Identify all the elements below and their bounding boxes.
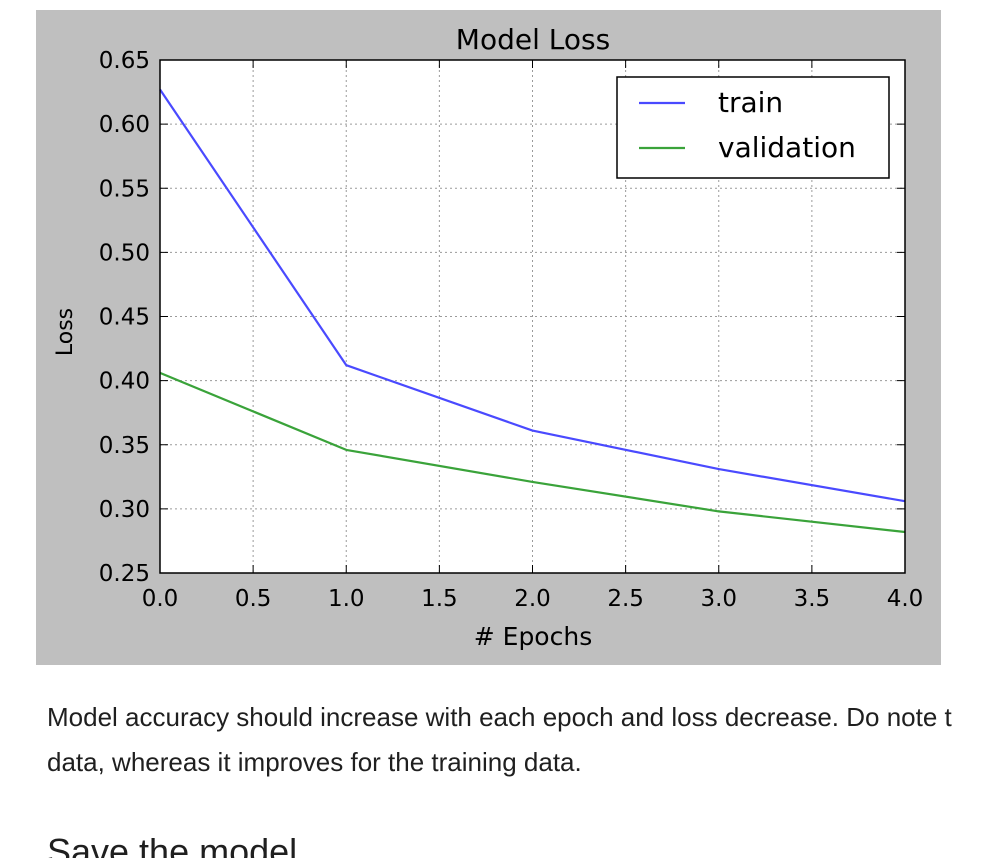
x-tick-label: 0.0 bbox=[142, 586, 179, 612]
plot-area: 0.0 0.5 1.0 1.5 2.0 2.5 3.0 3.5 4.0 0.25 0.30 0.35 0… bbox=[99, 48, 924, 612]
chart-figure: Model Loss # Epochs Loss 0.0 0.5 1.0 1.5 2.0… bbox=[36, 10, 941, 665]
x-tick-label: 1.0 bbox=[328, 586, 365, 612]
x-axis-label: # Epochs bbox=[474, 622, 592, 651]
y-tick-label: 0.45 bbox=[99, 305, 150, 331]
y-tick-label: 0.35 bbox=[99, 433, 150, 459]
y-tick-label: 0.30 bbox=[99, 497, 150, 523]
legend-label-validation: validation bbox=[718, 131, 856, 164]
y-tick-label: 0.25 bbox=[99, 561, 150, 587]
series-line-train bbox=[159, 88, 906, 503]
y-tick-label: 0.50 bbox=[99, 240, 150, 266]
x-tick-label: 1.5 bbox=[421, 586, 458, 612]
series-line-validation bbox=[159, 371, 906, 534]
x-tick-label: 3.5 bbox=[794, 586, 831, 612]
y-tick-label: 0.60 bbox=[99, 112, 150, 138]
x-tick-label: 4.0 bbox=[887, 586, 924, 612]
loss-chart: Model Loss # Epochs Loss 0.0 0.5 1.0 1.5 2.0… bbox=[53, 23, 924, 651]
chart-title: Model Loss bbox=[456, 23, 610, 56]
y-tick-label: 0.55 bbox=[99, 176, 150, 202]
y-tick-label: 0.65 bbox=[99, 48, 150, 74]
y-axis-label: Loss bbox=[53, 308, 78, 356]
legend: train validation bbox=[616, 76, 890, 179]
x-tick-label: 0.5 bbox=[235, 586, 272, 612]
paragraph-line: data, whereas it improves for the traini… bbox=[47, 747, 582, 777]
paragraph-line: Model accuracy should increase with each… bbox=[47, 702, 952, 732]
x-tick-label: 2.5 bbox=[607, 586, 644, 612]
legend-label-train: train bbox=[718, 86, 783, 119]
section-heading: Save the model bbox=[47, 831, 298, 858]
article-paragraph: Model accuracy should increase with each… bbox=[47, 695, 1004, 785]
x-tick-label: 3.0 bbox=[700, 586, 737, 612]
y-tick-label: 0.40 bbox=[99, 369, 150, 395]
x-tick-label: 2.0 bbox=[514, 586, 551, 612]
legend-box bbox=[616, 76, 890, 179]
